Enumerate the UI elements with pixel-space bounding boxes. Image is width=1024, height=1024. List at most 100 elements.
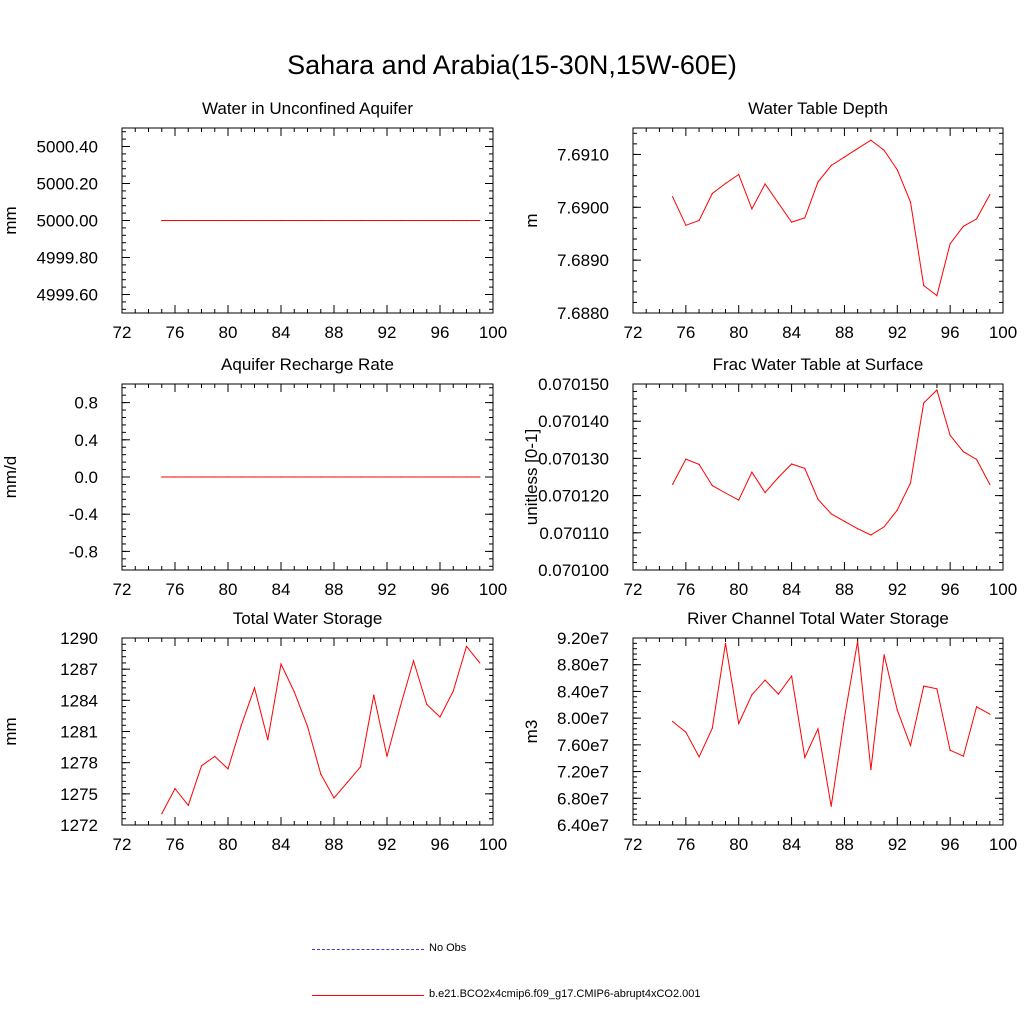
y-tick-label: -0.4 [69,505,98,524]
data-point [306,219,309,222]
x-tick-label: 72 [624,323,643,342]
x-tick-label: 100 [479,835,507,854]
data-point [857,148,859,150]
data-point [465,476,468,478]
x-tick-label: 84 [782,835,801,854]
data-point [857,640,859,642]
data-point [791,221,793,223]
x-tick-label: 80 [219,323,238,342]
data-point [452,476,454,478]
data-point [949,243,951,245]
data-point [777,476,780,478]
data-point [751,471,753,473]
panel-title: Water in Unconfined Aquifer [202,99,413,118]
y-tick-label: 1284 [60,691,98,710]
panel-title: River Channel Total Water Storage [687,609,949,628]
data-point [989,194,991,196]
data-point [346,476,348,478]
data-point [359,219,362,222]
data-point [373,476,375,478]
y-tick-label: 1278 [60,754,98,773]
y-tick-label: 6.80e7 [557,789,609,808]
data-point [962,451,965,453]
x-tick-label: 76 [166,835,185,854]
data-point [240,724,242,726]
data-point [976,458,978,461]
data-point [320,219,322,222]
y-tick-label: 1281 [60,723,98,742]
data-point [412,660,415,662]
y-tick-label: 4999.60 [37,286,98,305]
data-point [738,499,740,501]
x-tick-label: 96 [431,580,450,599]
data-point [936,389,938,391]
data-point [711,727,713,729]
data-point [280,476,282,478]
data-point [174,788,176,790]
x-tick-label: 88 [325,323,344,342]
y-tick-label: 1287 [60,660,98,679]
data-point [439,219,441,222]
y-tick-label: 1290 [60,629,98,648]
y-tick-label: 0.070130 [538,449,609,468]
x-tick-label: 88 [835,835,854,854]
data-point [227,476,229,478]
data-point [711,485,713,487]
x-tick-label: 92 [378,323,397,342]
data-point [870,139,872,141]
data-point [764,492,766,494]
data-point [187,476,189,478]
data-point [240,476,242,478]
y-tick-label: 8.40e7 [557,682,609,701]
plot-frame [121,637,494,826]
data-point [724,182,727,185]
data-point [936,295,938,297]
data-point [200,476,203,478]
y-axis-label: mm [1,717,20,745]
data-point [804,467,806,469]
data-point [843,717,846,719]
data-point [320,773,322,775]
data-point [923,402,925,404]
series-line [672,139,991,297]
data-point [896,169,898,171]
x-tick-label: 76 [166,323,185,342]
data-point [426,219,428,222]
data-point [962,755,965,757]
x-tick-label: 72 [624,580,643,599]
data-point [346,781,348,784]
y-tick-label: 8.00e7 [557,709,609,728]
y-axis-label: unitless [0-1] [522,429,541,525]
data-point [962,225,965,227]
data-point [870,534,872,536]
data-point [333,219,335,222]
data-point [883,654,885,656]
data-point [359,476,362,478]
x-tick-label: 80 [729,323,748,342]
x-tick-label: 72 [113,580,132,599]
data-point [280,219,282,222]
data-point [738,722,740,725]
data-point [452,690,454,692]
data-point [479,476,481,478]
data-point [240,219,242,222]
x-tick-label: 92 [888,580,907,599]
data-point [804,217,806,219]
y-tick-label: 4999.80 [37,249,98,268]
x-tick-label: 84 [782,580,801,599]
x-tick-label: 76 [676,835,695,854]
data-point [843,520,846,522]
data-point [909,744,912,747]
data-point [267,219,269,222]
x-tick-label: 96 [941,835,960,854]
data-point [698,219,700,222]
data-point [214,476,216,478]
data-point [214,219,216,222]
data-point [293,476,295,478]
data-point [161,813,163,815]
y-tick-label: 0.8 [74,394,98,413]
x-tick-label: 92 [888,835,907,854]
x-tick-label: 92 [378,835,397,854]
data-point [989,483,991,485]
data-point [830,164,832,167]
